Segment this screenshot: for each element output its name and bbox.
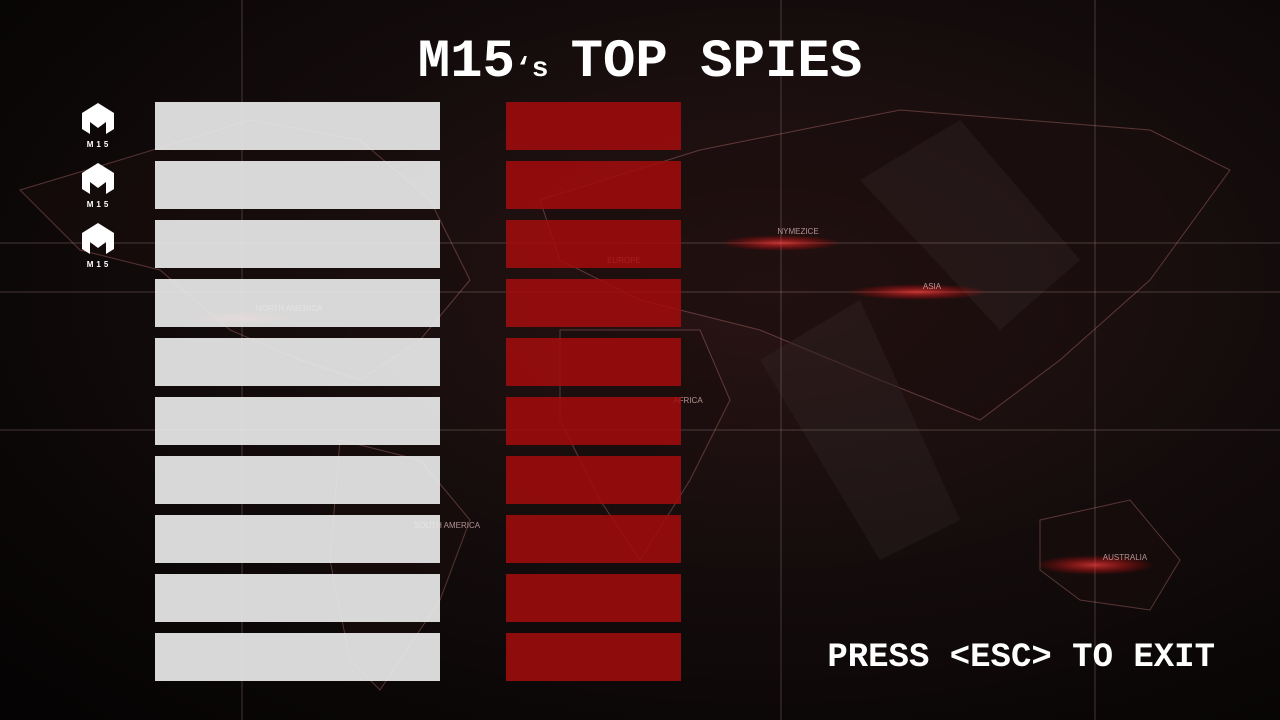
rank-badges: M15 M15 M15 (82, 103, 114, 269)
score-slot (506, 338, 681, 386)
score-slot (506, 574, 681, 622)
badge: M15 (82, 223, 114, 269)
badge-label: M15 (87, 260, 112, 269)
badge-icon (82, 163, 114, 194)
title-rest: TOP SPIES (571, 32, 863, 93)
score-slot (506, 456, 681, 504)
map-label: AUSTRALIA (1103, 553, 1148, 562)
badge-icon (82, 103, 114, 134)
leaderboard-rows (155, 102, 681, 681)
score-slot (506, 397, 681, 445)
badge-label: M15 (87, 140, 112, 149)
name-slot (155, 633, 440, 681)
exit-hint[interactable]: PRESS <ESC> TO EXIT (827, 639, 1215, 677)
title: M15‘s TOP SPIES (418, 32, 862, 93)
badge-icon (82, 223, 114, 254)
name-slot (155, 220, 440, 268)
name-slot (155, 515, 440, 563)
map-label: SOUTH AMERICA (414, 521, 481, 530)
name-slot (155, 456, 440, 504)
title-possessive: ‘s (515, 54, 549, 85)
title-main: M15 (418, 32, 515, 93)
score-slot (506, 102, 681, 150)
name-slot (155, 397, 440, 445)
score-slot (506, 633, 681, 681)
name-slot (155, 279, 440, 327)
badge: M15 (82, 163, 114, 209)
name-slot (155, 338, 440, 386)
score-slot (506, 161, 681, 209)
score-slot (506, 515, 681, 563)
map-label: AFRICA (673, 396, 703, 405)
name-slot (155, 161, 440, 209)
score-slot (506, 279, 681, 327)
badge: M15 (82, 103, 114, 149)
score-slot (506, 220, 681, 268)
badge-label: M15 (87, 200, 112, 209)
name-slot (155, 102, 440, 150)
map-label: ASIA (923, 282, 942, 291)
name-slot (155, 574, 440, 622)
map-label: NYMEZICE (777, 227, 818, 236)
